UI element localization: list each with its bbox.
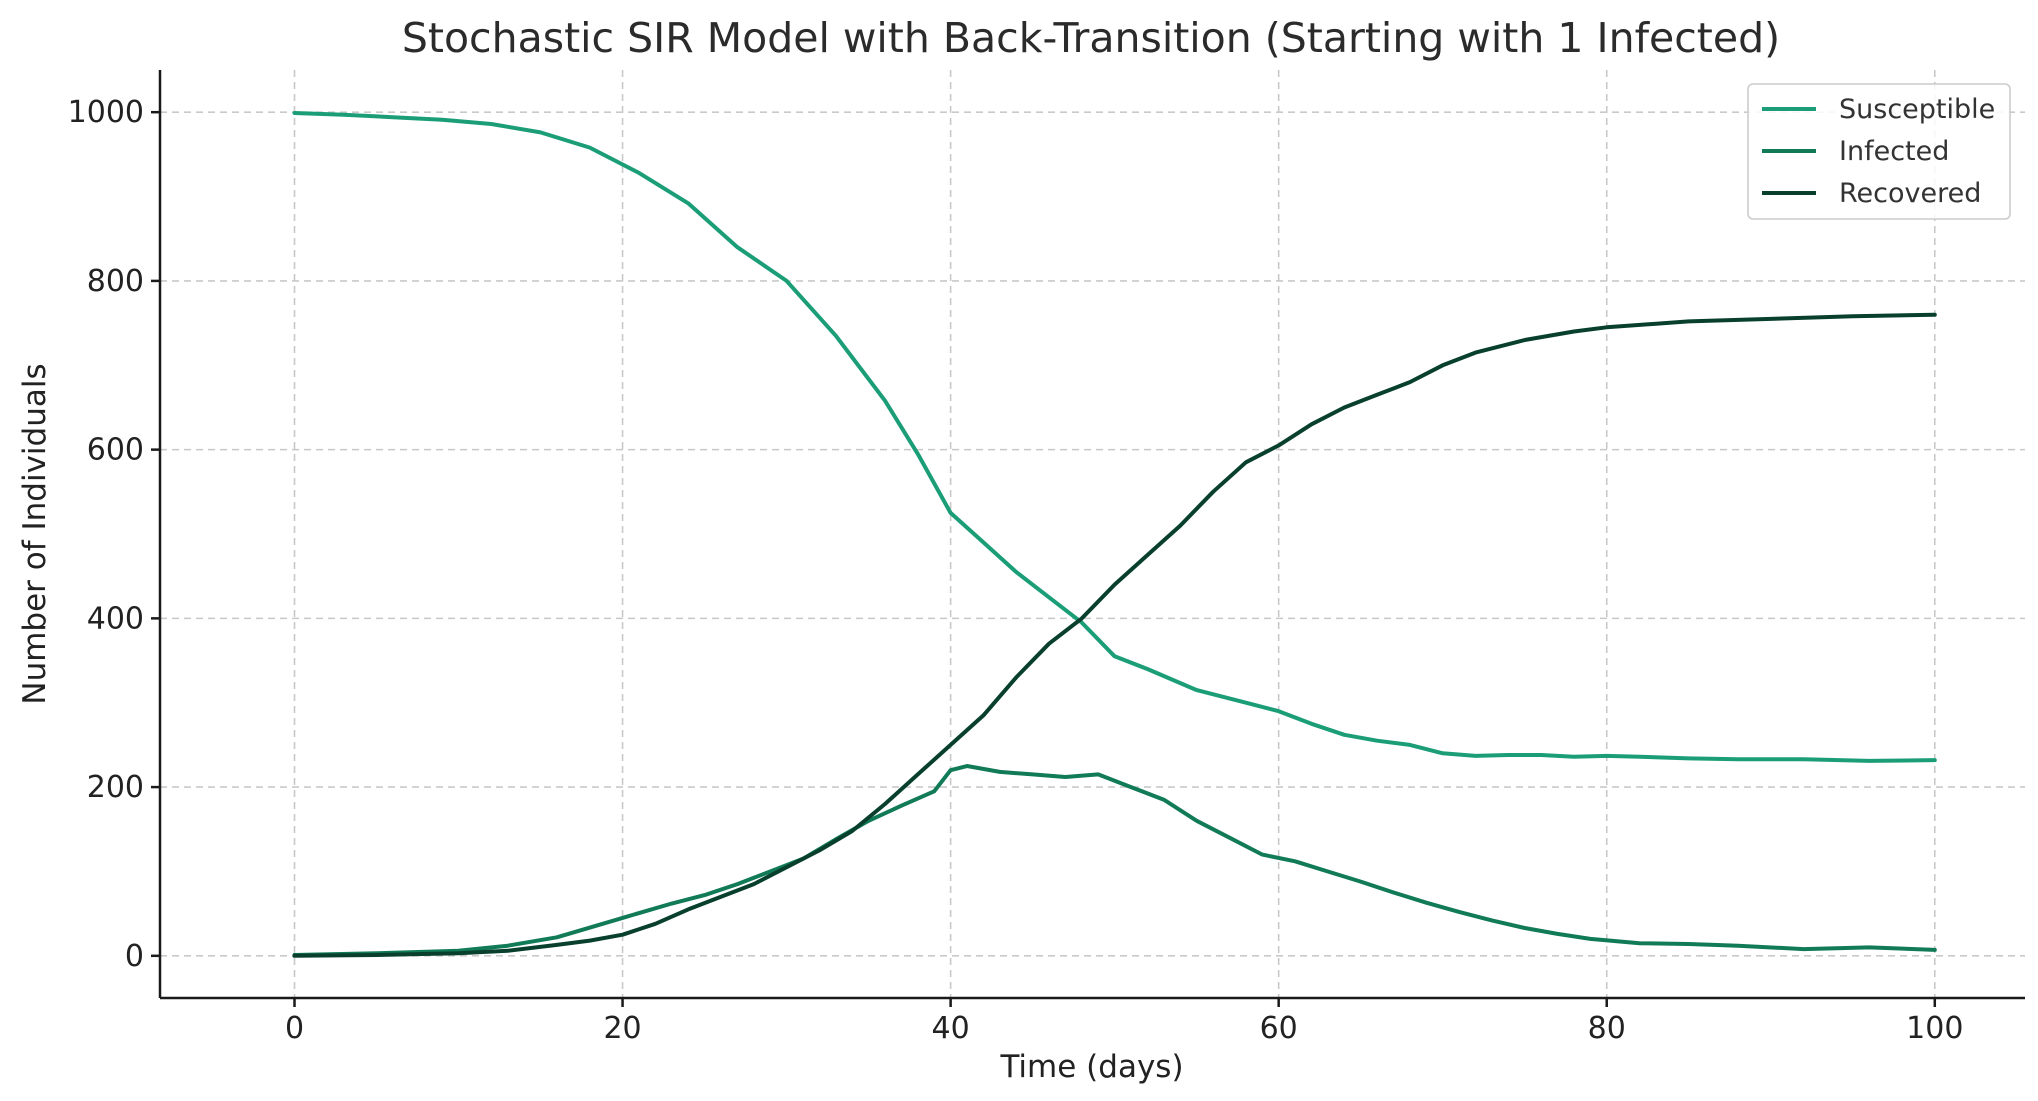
legend-label-recovered: Recovered xyxy=(1839,178,1981,209)
series-lines xyxy=(292,111,1937,958)
chart-title: Stochastic SIR Model with Back-Transitio… xyxy=(402,14,1780,62)
x-tick-label: 80 xyxy=(1588,1011,1626,1046)
series-line-susceptible xyxy=(292,111,1937,763)
y-axis-label: Number of Individuals xyxy=(17,363,53,704)
y-tick-label: 800 xyxy=(87,264,144,299)
x-tick-label: 60 xyxy=(1260,1011,1298,1046)
x-tick-label: 100 xyxy=(1906,1011,1963,1046)
axes xyxy=(158,70,2025,1000)
y-tick-label: 1000 xyxy=(68,95,144,130)
series-line-infected xyxy=(292,764,1937,957)
y-tick-label: 0 xyxy=(125,939,144,974)
x-axis-label: Time (days) xyxy=(999,1049,1183,1085)
x-tick-label: 20 xyxy=(603,1011,641,1046)
legend: Susceptible Infected Recovered xyxy=(1747,83,2011,220)
y-tick-label: 600 xyxy=(87,433,144,468)
y-tick-label: 400 xyxy=(87,601,144,636)
grid xyxy=(160,70,2025,998)
y-tick-label: 200 xyxy=(87,770,144,805)
legend-label-susceptible: Susceptible xyxy=(1839,94,1995,125)
legend-label-infected: Infected xyxy=(1839,136,1949,167)
x-tick-label: 0 xyxy=(285,1011,304,1046)
series-line-recovered xyxy=(292,312,1937,958)
x-tick-label: 40 xyxy=(932,1011,970,1046)
legend-frame xyxy=(1747,83,2011,220)
